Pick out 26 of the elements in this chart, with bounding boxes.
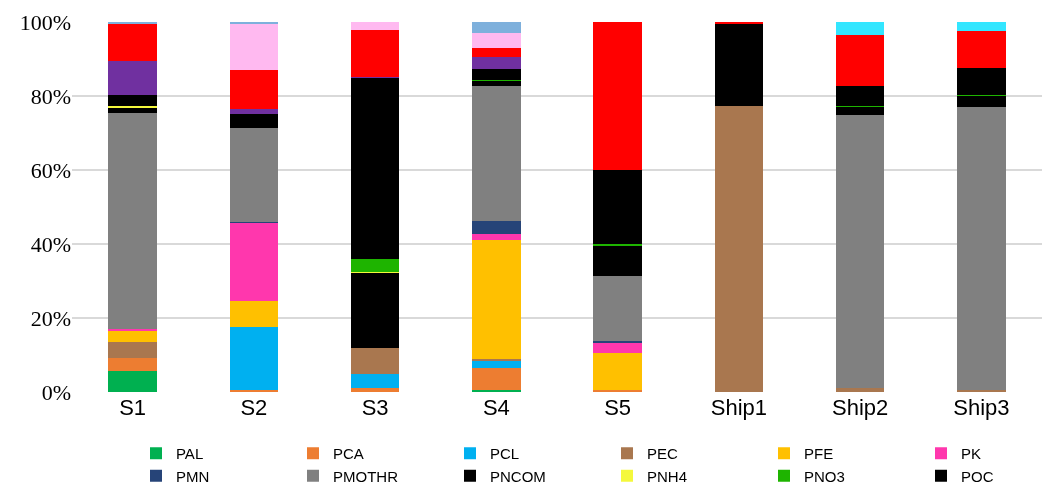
y-tick-label: 40% [30,231,71,257]
legend-label: PFE [803,445,834,463]
legend-label: PCA [332,445,364,463]
x-tick-label: S5 [604,395,632,420]
x-tick-label: S1 [119,395,147,420]
x-tick-label: S3 [361,395,389,420]
legend-label: PMOTHR [332,467,399,485]
x-tick-label: Ship1 [710,395,768,420]
y-tick-label: 20% [30,305,71,331]
legend-label: PCL [489,445,520,463]
legend-label: PNH4 [646,467,687,485]
y-tick-label: 100% [19,9,71,35]
x-tick-label: S4 [482,395,510,420]
y-tick-label: 0% [41,379,71,405]
legend-label: PNO3 [803,467,845,485]
x-tick-label: S2 [240,395,268,420]
legend-label: PK [960,445,981,463]
legend-label: PNCOM [489,467,546,485]
y-tick-label: 60% [30,157,71,183]
x-tick-label: Ship2 [831,395,889,420]
legend-label: PAL [175,445,204,463]
y-tick-label: 80% [30,83,71,109]
legend-label: PEC [646,445,678,463]
legend-label: PMN [175,467,210,485]
x-tick-label: Ship3 [953,395,1010,420]
legend-label: POC [960,467,994,485]
